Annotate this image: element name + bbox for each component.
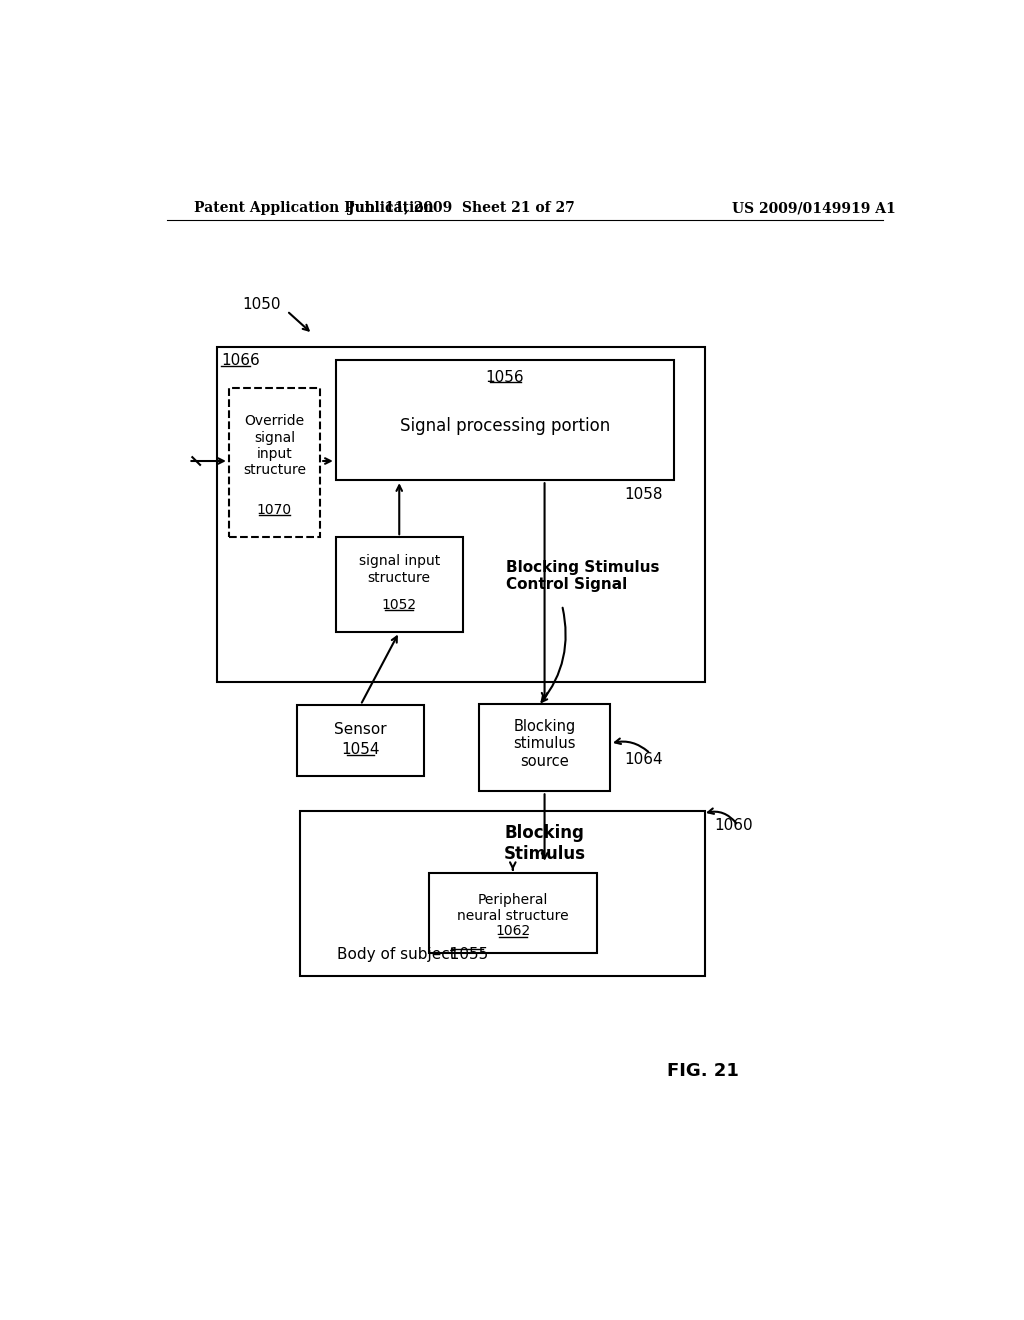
- Text: Override
signal
input
structure: Override signal input structure: [243, 414, 306, 477]
- Text: 1060: 1060: [715, 817, 754, 833]
- Text: 1064: 1064: [624, 751, 663, 767]
- Text: 1054: 1054: [341, 742, 380, 758]
- Text: 1062: 1062: [496, 924, 530, 939]
- Text: 1055: 1055: [440, 946, 488, 962]
- Bar: [429, 873, 597, 953]
- Text: FIG. 21: FIG. 21: [667, 1061, 738, 1080]
- Text: Sensor: Sensor: [334, 722, 387, 738]
- Bar: [336, 537, 463, 632]
- Text: Signal processing portion: Signal processing portion: [400, 417, 610, 436]
- Text: 1056: 1056: [485, 370, 524, 384]
- Bar: [228, 388, 321, 537]
- Text: Peripheral
neural structure: Peripheral neural structure: [457, 892, 568, 923]
- Text: 1052: 1052: [382, 598, 417, 612]
- Text: 1050: 1050: [243, 297, 282, 313]
- Text: Blocking Stimulus
Control Signal: Blocking Stimulus Control Signal: [506, 560, 659, 591]
- Text: 1070: 1070: [257, 503, 292, 516]
- Text: 1066: 1066: [221, 352, 260, 368]
- Text: Blocking
Stimulus: Blocking Stimulus: [504, 824, 586, 863]
- Text: Body of subject: Body of subject: [337, 946, 456, 962]
- Text: Jun. 11, 2009  Sheet 21 of 27: Jun. 11, 2009 Sheet 21 of 27: [348, 202, 574, 215]
- Bar: [479, 704, 610, 792]
- Text: signal input
structure: signal input structure: [358, 554, 440, 585]
- Bar: [336, 360, 675, 480]
- Text: 1058: 1058: [624, 487, 663, 502]
- Bar: [217, 347, 706, 682]
- Bar: [300, 812, 706, 977]
- Text: Blocking
stimulus
source: Blocking stimulus source: [513, 718, 575, 768]
- Text: US 2009/0149919 A1: US 2009/0149919 A1: [732, 202, 896, 215]
- Text: Patent Application Publication: Patent Application Publication: [194, 202, 433, 215]
- Bar: [297, 705, 424, 776]
